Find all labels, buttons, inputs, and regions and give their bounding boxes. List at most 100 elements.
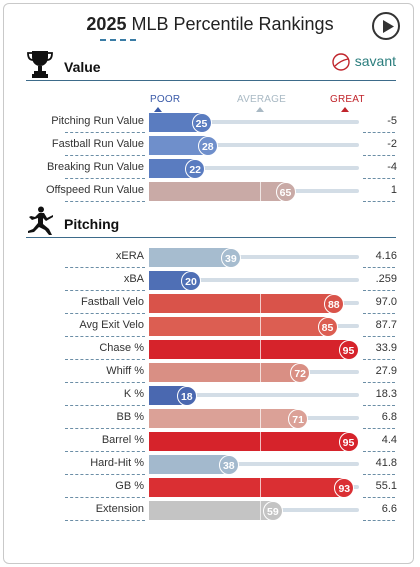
metric-row[interactable]: Avg Exit Velo 85 87.7	[0, 315, 420, 337]
row-divider	[65, 405, 145, 406]
average-line	[260, 182, 261, 201]
row-divider	[65, 336, 145, 337]
metric-label: Pitching Run Value	[51, 115, 144, 127]
play-button[interactable]	[372, 12, 400, 40]
percentile-bar	[149, 248, 231, 267]
percentile-bubble: 95	[338, 340, 359, 360]
row-divider	[363, 405, 395, 406]
metric-label: Fastball Velo	[81, 296, 144, 308]
metric-value: 87.7	[375, 319, 397, 331]
percentile-bar	[149, 317, 328, 336]
scale-great-marker	[341, 107, 349, 112]
percentile-bar	[149, 455, 229, 474]
metric-row[interactable]: xERA 39 4.16	[0, 246, 420, 268]
metric-row[interactable]: Offspeed Run Value 65 1	[0, 180, 420, 202]
percentile-bubble: 25	[191, 113, 212, 133]
row-divider	[65, 267, 145, 268]
row-divider	[363, 178, 395, 179]
row-divider	[65, 132, 145, 133]
metric-value: 6.6	[381, 503, 397, 515]
percentile-bubble: 22	[185, 159, 206, 179]
average-line	[260, 501, 261, 520]
metric-label: K %	[123, 388, 144, 400]
percentile-bar	[149, 182, 286, 201]
percentile-bubble: 88	[323, 294, 344, 314]
row-divider	[363, 290, 395, 291]
metric-value: 6.8	[381, 411, 397, 423]
row-divider	[65, 155, 145, 156]
metric-row[interactable]: xBA 20 .259	[0, 269, 420, 291]
metric-value: 4.16	[375, 250, 397, 262]
metric-row[interactable]: Breaking Run Value 22 -4	[0, 157, 420, 179]
percentile-bubble: 20	[181, 271, 201, 291]
metric-value: 33.9	[375, 342, 397, 354]
metric-row[interactable]: Fastball Velo 88 97.0	[0, 292, 420, 314]
percentile-bubble: 85	[317, 317, 338, 337]
metric-value: -2	[387, 138, 397, 150]
metric-row[interactable]: Pitching Run Value 25 -5	[0, 111, 420, 133]
metric-row[interactable]: Whiff % 72 27.9	[0, 361, 420, 383]
scale-average-label: AVERAGE	[237, 94, 287, 105]
percentile-bar	[149, 294, 334, 313]
row-divider	[363, 201, 395, 202]
row-divider	[65, 497, 145, 498]
percentile-bubble: 95	[338, 432, 359, 452]
percentile-track	[149, 143, 359, 147]
metric-label: Avg Exit Velo	[79, 319, 144, 331]
percentile-bubble: 18	[176, 386, 197, 406]
pitching-section-title: Pitching	[64, 216, 120, 232]
row-divider	[65, 290, 145, 291]
metric-row[interactable]: Fastball Run Value 28 -2	[0, 134, 420, 156]
metric-row[interactable]: K % 18 18.3	[0, 384, 420, 406]
metric-row[interactable]: BB % 71 6.8	[0, 407, 420, 429]
row-divider	[363, 313, 395, 314]
pitching-section-rule	[26, 237, 396, 238]
percentile-track	[149, 278, 359, 282]
title-underline	[100, 39, 136, 41]
metric-label: Barrel %	[101, 434, 144, 446]
metric-label: Fastball Run Value	[51, 138, 144, 150]
play-icon	[383, 20, 394, 33]
percentile-bubble: 59	[262, 501, 283, 521]
average-line	[260, 409, 261, 428]
row-divider	[65, 313, 145, 314]
percentile-bar	[149, 501, 273, 520]
metric-row[interactable]: Barrel % 95 4.4	[0, 430, 420, 452]
metric-row[interactable]: GB % 93 55.1	[0, 476, 420, 498]
metric-value: 97.0	[375, 296, 397, 308]
average-line	[260, 432, 261, 451]
row-divider	[65, 428, 145, 429]
savant-brand[interactable]: savant	[332, 53, 396, 71]
value-section-rule	[26, 80, 396, 81]
metric-value: .259	[375, 273, 397, 285]
metric-value: 41.8	[375, 457, 397, 469]
scale-average-marker	[256, 107, 264, 112]
metric-row[interactable]: Chase % 95 33.9	[0, 338, 420, 360]
metric-value: 4.4	[381, 434, 397, 446]
pitching-section-header: Pitching	[26, 206, 396, 238]
row-divider	[363, 497, 395, 498]
row-divider	[363, 451, 395, 452]
percentile-bar	[149, 409, 299, 428]
percentile-track	[149, 462, 359, 466]
row-divider	[65, 520, 145, 521]
metric-row[interactable]: Extension 59 6.6	[0, 499, 420, 521]
row-divider	[363, 155, 395, 156]
scale-great-label: GREAT	[330, 94, 365, 105]
metric-row[interactable]: Hard-Hit % 38 41.8	[0, 453, 420, 475]
average-line	[260, 317, 261, 336]
percentile-track	[149, 393, 359, 397]
percentile-bar	[149, 340, 349, 359]
percentile-bubble: 65	[275, 182, 296, 202]
metric-label: BB %	[116, 411, 144, 423]
row-divider	[65, 359, 145, 360]
metric-value: 55.1	[375, 480, 397, 492]
row-divider	[363, 428, 395, 429]
percentile-track	[149, 255, 359, 259]
value-section-title: Value	[64, 59, 101, 75]
metric-label: Hard-Hit %	[90, 457, 144, 469]
value-section-header: Value savant	[26, 49, 396, 81]
page-title: 2025 MLB Percentile Rankings	[0, 14, 420, 35]
metric-value: 27.9	[375, 365, 397, 377]
metric-value: -5	[387, 115, 397, 127]
